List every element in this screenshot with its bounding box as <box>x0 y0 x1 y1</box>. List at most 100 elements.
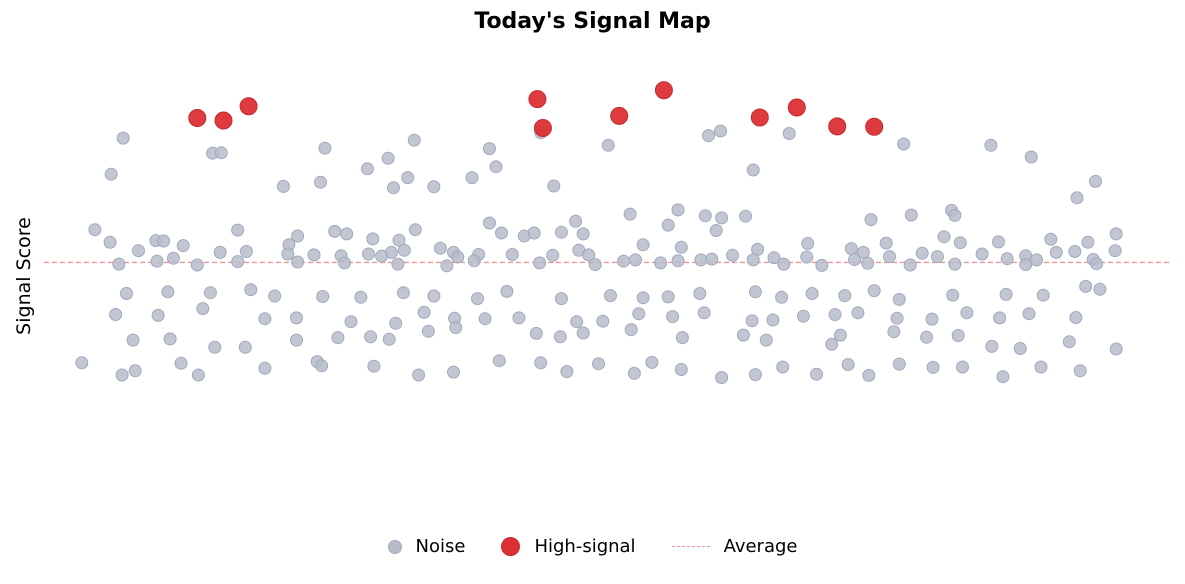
noise-point <box>151 308 165 322</box>
noise-point <box>465 171 479 185</box>
noise-point <box>529 326 543 340</box>
noise-point <box>671 203 685 217</box>
noise-point <box>1093 282 1107 296</box>
noise-point <box>1108 244 1122 258</box>
legend-item-high-signal: High-signal <box>501 536 636 557</box>
noise-point <box>841 358 855 371</box>
noise-point <box>231 255 245 269</box>
noise-point <box>104 167 118 181</box>
noise-point <box>748 285 762 299</box>
noise-point <box>128 364 142 378</box>
noise-point <box>1109 342 1123 356</box>
noise-point <box>547 179 561 193</box>
noise-point <box>360 162 374 176</box>
noise-point <box>937 230 951 244</box>
noise-point <box>766 313 780 327</box>
noise-point <box>338 256 351 270</box>
noise-point <box>492 354 506 368</box>
noise-point <box>848 253 862 266</box>
high-signal-series <box>188 81 884 137</box>
noise-point <box>666 310 680 324</box>
noise-point <box>576 227 590 241</box>
noise-point <box>258 361 272 375</box>
noise-point <box>109 308 123 321</box>
noise-point <box>892 357 906 371</box>
noise-point <box>636 238 650 252</box>
noise-point <box>375 249 389 263</box>
noise-point <box>694 253 708 267</box>
noise-point <box>776 360 790 374</box>
noise-point <box>887 325 901 339</box>
noise-point <box>291 229 305 243</box>
noise-point <box>582 248 596 262</box>
noise-point <box>116 131 130 145</box>
noise-point <box>627 366 641 380</box>
noise-point <box>489 160 503 174</box>
high-signal-point <box>239 97 258 116</box>
noise-point <box>904 208 918 222</box>
noise-point <box>748 368 762 382</box>
noise-point <box>623 207 637 221</box>
noise-point <box>1000 252 1014 266</box>
noise-point <box>926 360 940 374</box>
noise-point <box>879 236 893 250</box>
noise-point <box>281 247 295 261</box>
noise-point <box>726 248 739 262</box>
legend-high-signal-marker <box>501 537 521 556</box>
noise-point <box>367 359 381 373</box>
noise-point <box>427 180 441 194</box>
noise-point <box>867 284 881 298</box>
noise-point <box>736 328 750 342</box>
noise-point <box>883 250 896 264</box>
noise-point <box>951 329 965 342</box>
noise-point <box>745 314 759 328</box>
noise-point <box>500 284 514 298</box>
noise-point <box>715 371 729 384</box>
noise-point <box>596 314 610 328</box>
high-signal-point <box>865 117 884 136</box>
legend: Noise High-signal Average <box>0 536 1185 557</box>
noise-point <box>1109 227 1123 241</box>
noise-point <box>560 365 574 379</box>
noise-point <box>777 257 791 271</box>
noise-point <box>925 312 939 326</box>
noise-point <box>433 241 447 255</box>
noise-point <box>800 250 814 264</box>
noise-point <box>810 367 823 381</box>
legend-noise-label: Noise <box>415 536 466 557</box>
noise-point <box>825 337 839 351</box>
noise-point <box>126 333 140 347</box>
noise-point <box>328 224 342 238</box>
noise-point <box>276 179 290 193</box>
noise-point <box>948 208 962 222</box>
noise-point <box>314 175 327 189</box>
noise-point <box>844 242 858 256</box>
noise-point <box>629 253 642 267</box>
noise-point <box>815 258 829 272</box>
legend-item-average: Average <box>671 536 797 557</box>
noise-point <box>1013 342 1027 355</box>
high-signal-point <box>787 98 806 117</box>
noise-point <box>1090 257 1104 271</box>
noise-point <box>636 291 650 305</box>
noise-point <box>88 223 102 237</box>
noise-point <box>624 323 638 337</box>
noise-point <box>238 340 252 354</box>
noise-point <box>915 246 929 260</box>
noise-point <box>340 227 354 241</box>
noise-point <box>775 290 789 304</box>
noise-point <box>838 289 852 303</box>
noise-point <box>213 245 227 259</box>
noise-point <box>892 292 906 306</box>
noise-point <box>495 226 508 240</box>
noise-point <box>174 356 188 370</box>
noise-point <box>1068 245 1082 258</box>
noise-point <box>661 218 675 232</box>
noise-point <box>290 311 303 325</box>
high-signal-point <box>188 109 207 127</box>
noise-point <box>828 308 842 321</box>
noise-point <box>946 288 960 302</box>
noise-point <box>671 254 685 268</box>
noise-point <box>992 235 1005 249</box>
